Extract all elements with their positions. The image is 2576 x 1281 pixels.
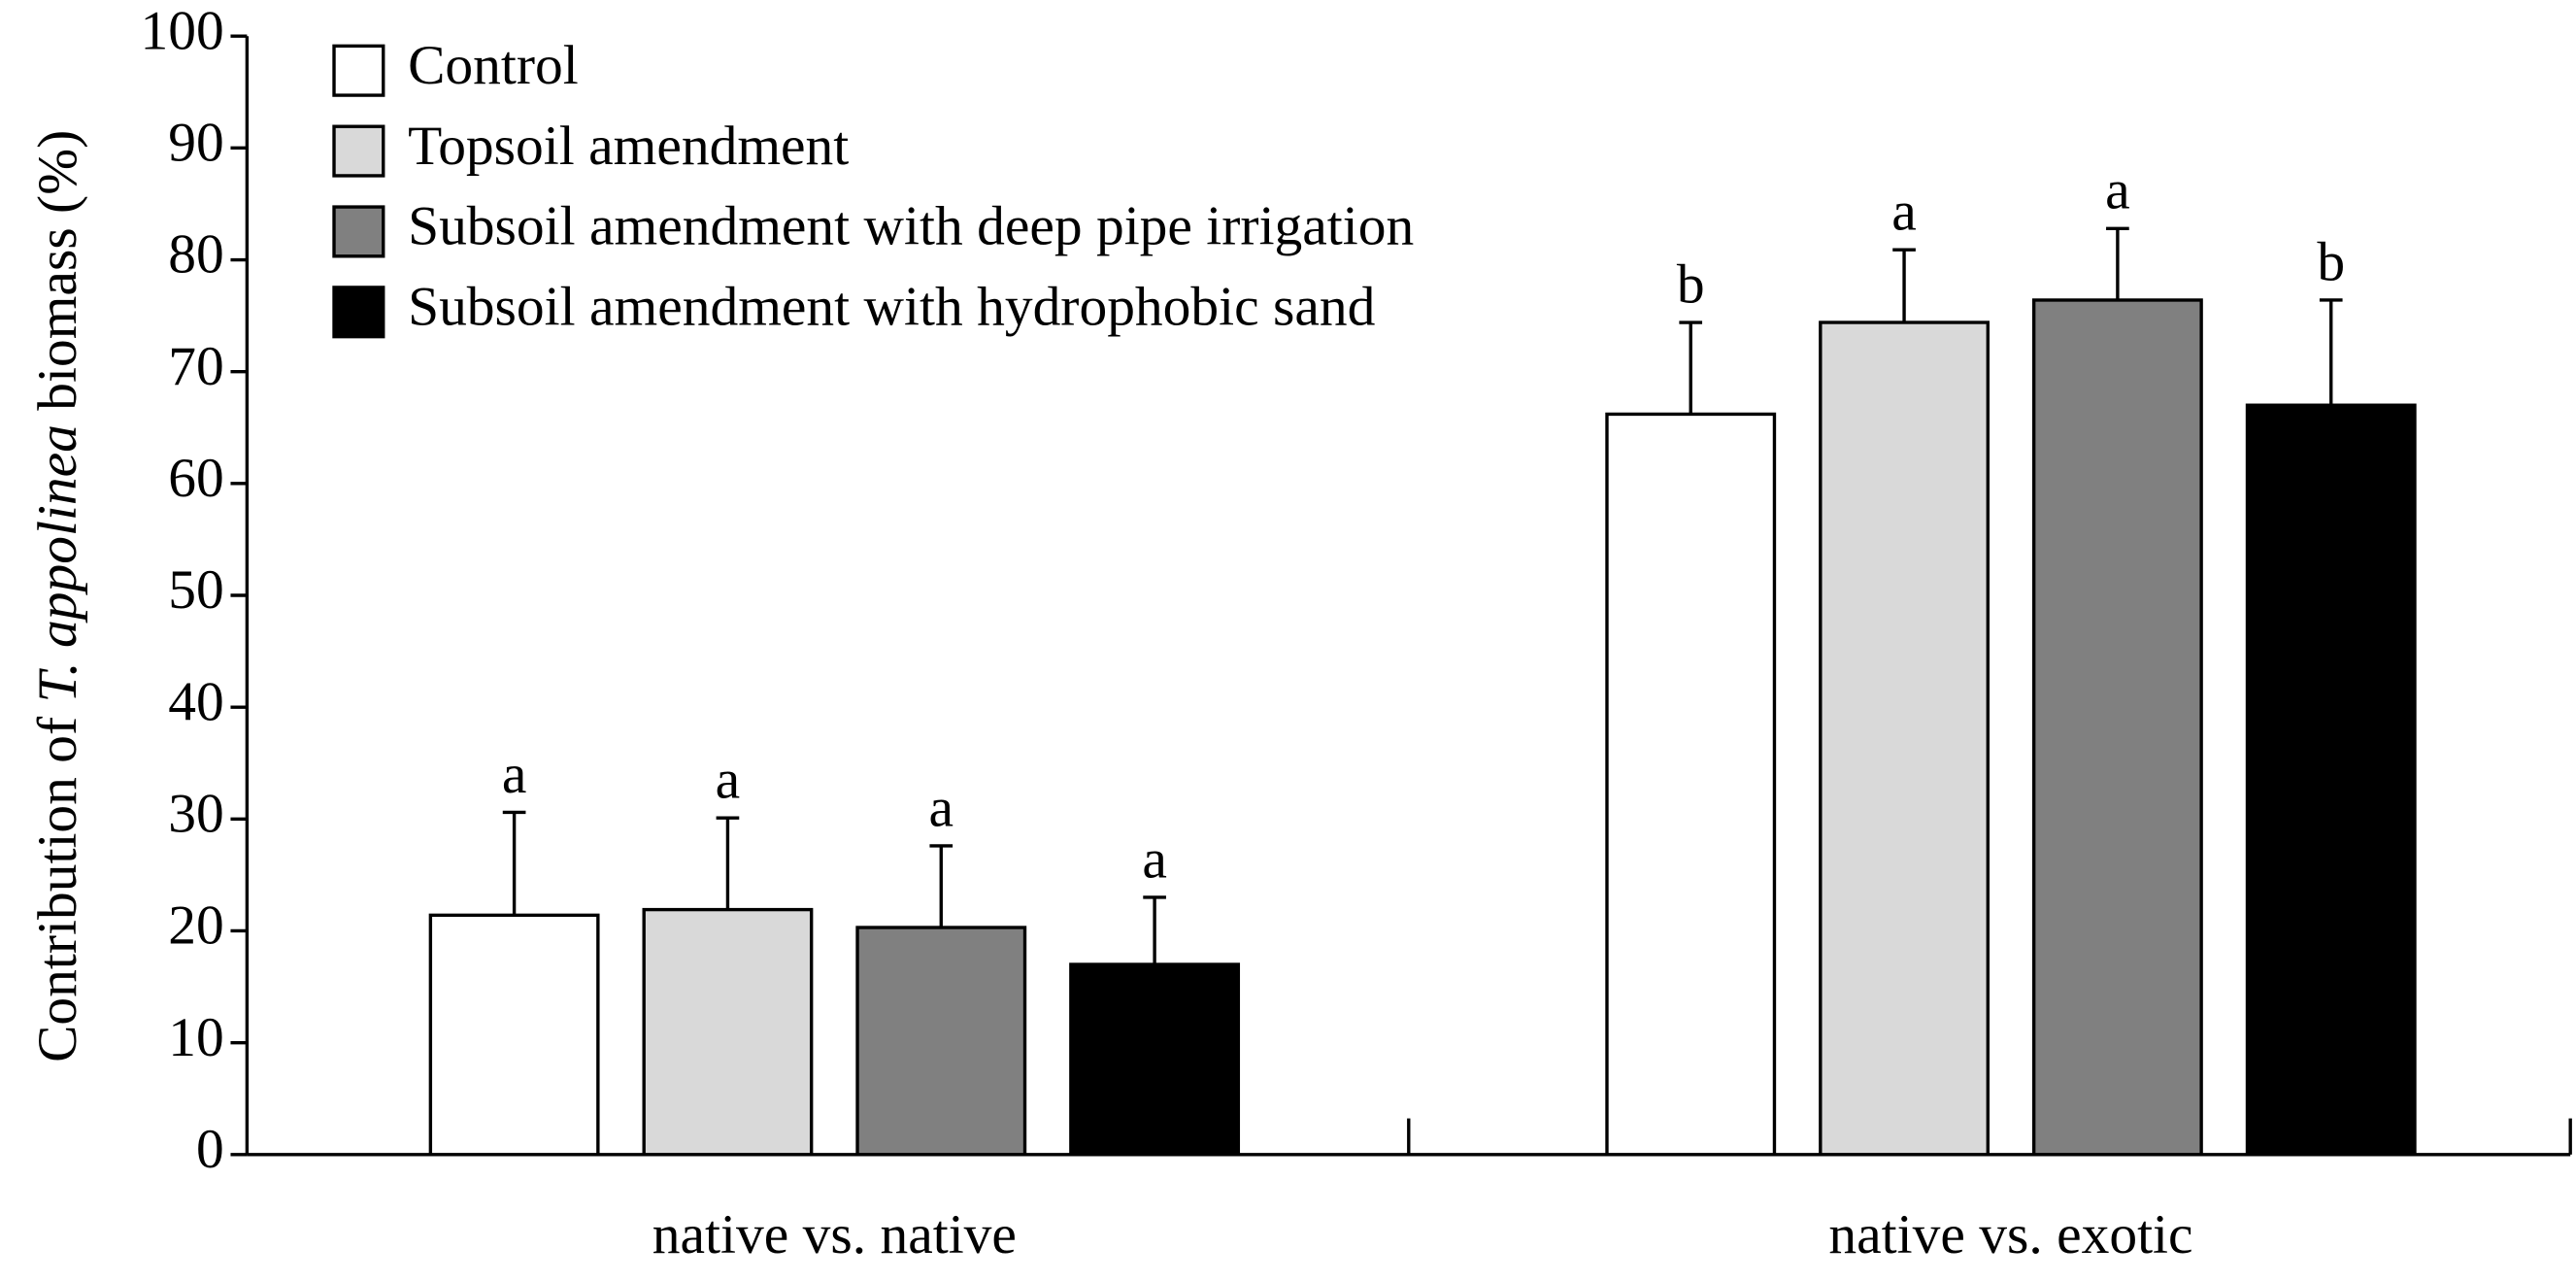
y-tick-label: 80	[168, 224, 223, 286]
bar	[1069, 962, 1241, 1157]
legend-swatch	[332, 286, 385, 339]
significance-letter: a	[2105, 160, 2130, 221]
significance-letter: b	[1677, 253, 1705, 315]
y-label-part: T. appolinea	[27, 424, 88, 702]
legend-label: Subsoil amendment with hydrophobic sand	[408, 276, 1376, 337]
y-tick-label: 70	[168, 336, 223, 397]
y-tick-label: 40	[168, 671, 223, 732]
significance-letter: a	[929, 777, 954, 838]
bar	[1605, 412, 1777, 1157]
y-tick-label: 30	[168, 784, 223, 845]
significance-letter: a	[1891, 182, 1917, 243]
bar	[642, 907, 814, 1157]
significance-letter: b	[2317, 231, 2345, 292]
y-label-part: Contribution of	[27, 702, 88, 1062]
y-tick-label: 50	[168, 559, 223, 621]
y-tick-label: 10	[168, 1007, 223, 1068]
bar	[2031, 298, 2203, 1157]
y-tick-label: 90	[168, 113, 223, 174]
y-tick-label: 20	[168, 895, 223, 957]
y-tick-label: 100	[140, 0, 223, 61]
legend-label: Subsoil amendment with deep pipe irrigat…	[408, 196, 1414, 257]
bar	[428, 913, 600, 1157]
legend-label: Control	[408, 35, 579, 96]
y-axis-label: Contribution of T. appolinea biomass (%)	[27, 130, 88, 1062]
legend-swatch	[332, 44, 385, 97]
significance-letter: a	[716, 750, 741, 811]
x-tick-label: native vs. native	[652, 1204, 1017, 1265]
y-tick-label: 0	[196, 1119, 224, 1180]
legend-swatch	[332, 124, 385, 178]
bar	[1819, 320, 1990, 1157]
significance-letter: a	[1142, 828, 1167, 890]
y-tick-label: 60	[168, 448, 223, 509]
significance-letter: a	[502, 744, 527, 805]
y-label-part: biomass (%)	[27, 130, 88, 424]
legend-label: Topsoil amendment	[408, 116, 849, 177]
legend-swatch	[332, 205, 385, 258]
bar	[2245, 403, 2417, 1157]
x-tick-label: native vs. exotic	[1828, 1204, 2192, 1265]
bar	[855, 926, 1027, 1157]
